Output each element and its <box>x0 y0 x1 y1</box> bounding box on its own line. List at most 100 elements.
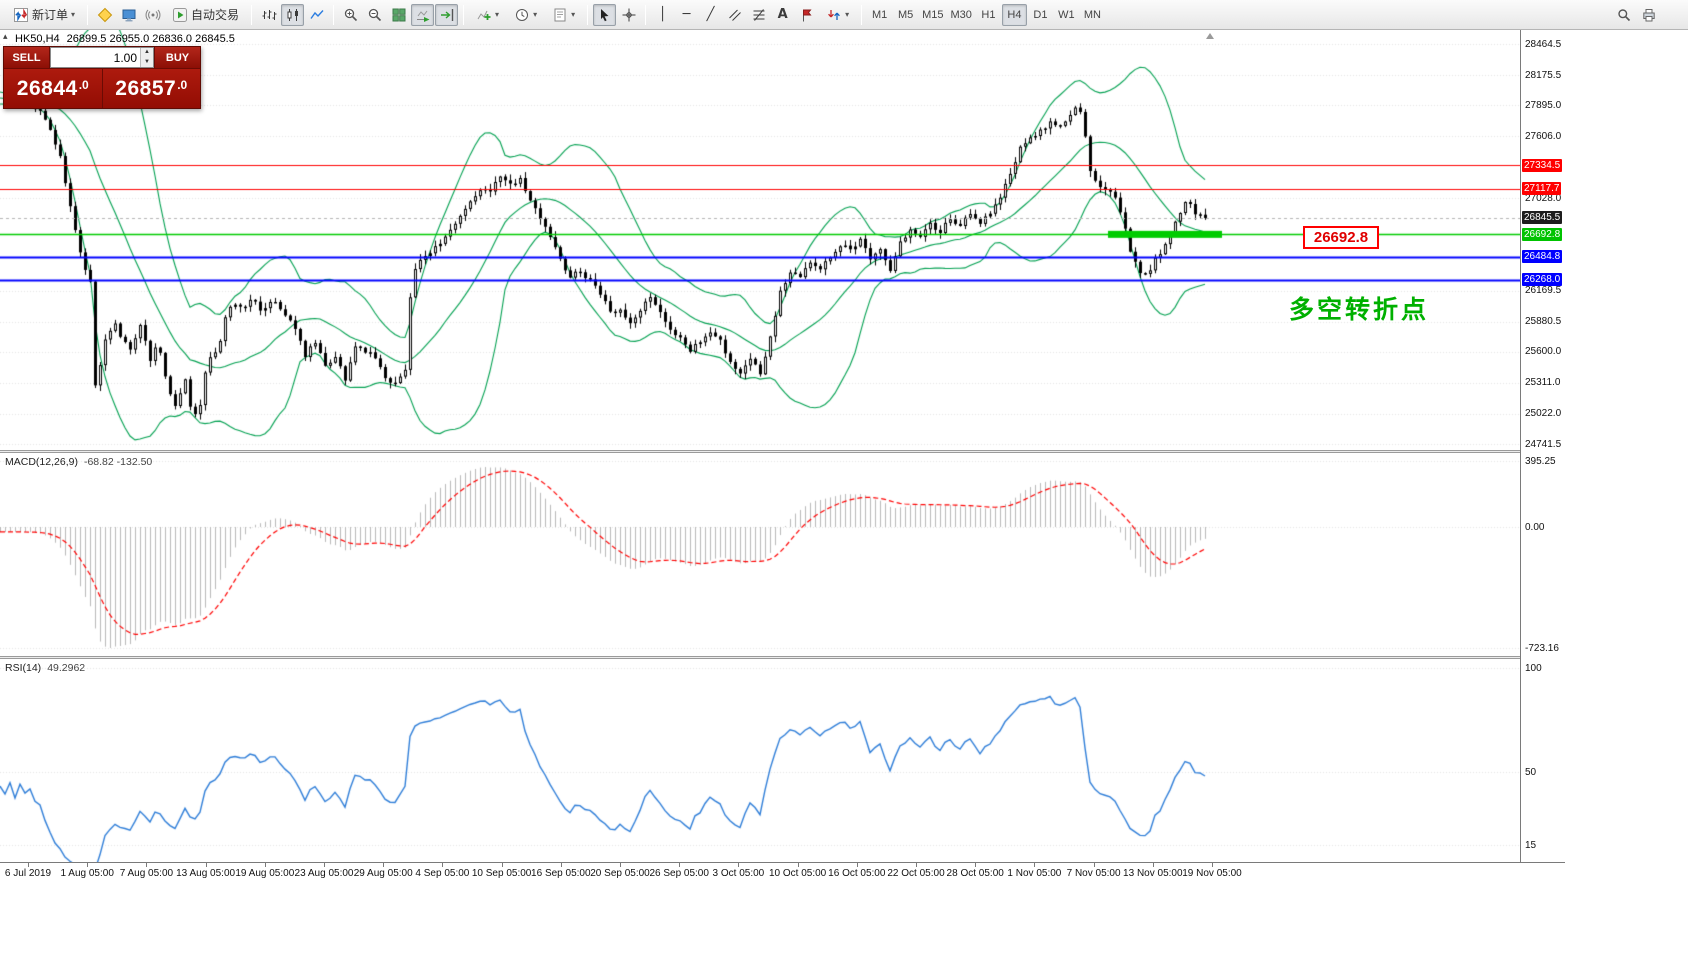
autotrading-label: 自动交易 <box>191 8 240 22</box>
print-button[interactable] <box>1637 4 1660 26</box>
timeframe-M1[interactable]: M1 <box>871 8 888 21</box>
volume-spinner: ▲ ▼ <box>140 48 153 67</box>
macd-panel-splitter[interactable] <box>0 450 1565 453</box>
date-label: 28 Oct 05:00 <box>946 868 1004 879</box>
timeframe-M15[interactable]: M15 <box>922 8 944 21</box>
sell-button[interactable]: SELL <box>4 47 50 68</box>
date-label: 1 Aug 05:00 <box>60 868 114 879</box>
buy-price-main: 26857 <box>115 76 177 100</box>
price-axis-label: 28464.5 <box>1525 38 1562 50</box>
candlestick-chart-button[interactable] <box>281 3 305 26</box>
timeframe-W1[interactable]: W1 <box>1058 8 1075 21</box>
templates-icon <box>554 8 566 21</box>
symbol-label: HK50,H4 <box>15 33 60 45</box>
rsi-axis-label: 50 <box>1525 766 1537 778</box>
zoom-out-icon <box>368 8 381 21</box>
chart-shift-button[interactable] <box>435 3 459 26</box>
date-label: 23 Aug 05:00 <box>294 868 354 879</box>
chart-shift-icon <box>440 8 453 21</box>
date-label: 19 Nov 05:00 <box>1182 868 1242 879</box>
date-label: 26 Sep 05:00 <box>649 868 709 879</box>
horizontal-line-button[interactable]: ─ <box>675 4 698 26</box>
date-tick <box>1152 863 1154 867</box>
crosshair-button[interactable] <box>617 4 640 26</box>
toolbar-separator <box>463 4 465 25</box>
date-label: 16 Oct 05:00 <box>828 868 886 879</box>
price-axis-label: 25880.5 <box>1525 316 1562 328</box>
timeframe-M30[interactable]: M30 <box>950 8 972 21</box>
tile-windows-icon <box>392 8 406 21</box>
chart-window: ▴ HK50,H4 26899.5 26955.0 26836.0 26845.5… <box>0 30 1565 882</box>
rsi-name: RSI(14) <box>5 662 42 674</box>
date-axis[interactable]: 6 Jul 2019 1 Aug 05:00 7 Aug 05:00 13 Aug 0… <box>0 862 1565 882</box>
tile-windows-button[interactable] <box>387 4 410 26</box>
label-button[interactable] <box>795 4 818 26</box>
trendline-button[interactable]: ╱ <box>699 4 722 26</box>
text-icon: A <box>777 7 788 22</box>
buy-button[interactable]: BUY <box>154 47 200 68</box>
timeframe-D1[interactable]: D1 <box>1033 8 1048 21</box>
date-tick <box>1093 863 1095 867</box>
vertical-line-button[interactable]: │ <box>651 4 674 26</box>
sell-price-main: 26844 <box>16 76 78 100</box>
date-tick <box>1034 863 1036 867</box>
zoom-in-button[interactable] <box>339 4 362 26</box>
volume-input[interactable] <box>51 48 153 67</box>
spin-up-icon[interactable]: ▲ <box>141 48 153 58</box>
templates-button[interactable]: ▾ <box>545 4 582 26</box>
date-tick <box>264 863 266 867</box>
metaeditor-button[interactable] <box>93 4 116 26</box>
terminal-button[interactable] <box>117 4 140 26</box>
zoom-out-button[interactable] <box>363 4 386 26</box>
toolbar-separator <box>861 4 863 25</box>
search-button[interactable] <box>1612 4 1635 26</box>
price-level-label: 26845.5 <box>1522 211 1563 225</box>
price-axis-label: 27028.0 <box>1525 192 1562 204</box>
autotrading-button[interactable]: 自动交易 <box>165 4 246 26</box>
date-label: 6 Jul 2019 <box>4 868 52 879</box>
arrow-objects-icon <box>828 9 840 20</box>
timeframe-H4[interactable]: H4 <box>1001 3 1027 26</box>
pivot-text-annotation[interactable]: 多空转折点 <box>1289 296 1430 324</box>
toolbar-separator <box>87 4 89 25</box>
fibonacci-button[interactable] <box>747 4 770 26</box>
channel-button[interactable] <box>723 4 746 26</box>
text-button[interactable]: A <box>771 4 794 26</box>
date-label: 10 Sep 05:00 <box>471 868 532 879</box>
line-chart-button[interactable] <box>305 4 328 26</box>
indicators-button[interactable]: ▾ <box>469 4 506 26</box>
periods-button[interactable]: ▾ <box>507 4 544 26</box>
one-click-collapse-icon[interactable]: ▴ <box>3 31 8 41</box>
new-order-button[interactable]: 新订单 ▾ <box>6 4 82 26</box>
new-order-icon <box>14 7 28 22</box>
buy-price[interactable]: 26857.0 <box>101 69 200 108</box>
spin-down-icon[interactable]: ▼ <box>141 57 153 67</box>
new-order-label: 新订单 <box>32 8 69 22</box>
date-tick <box>916 863 917 867</box>
timeframe-MN[interactable]: MN <box>1083 8 1101 21</box>
price-axis[interactable]: 28464.5 28175.5 27895.0 27606.0 27028.0 26169… <box>1520 30 1565 862</box>
date-tick <box>501 863 503 867</box>
signals-button[interactable] <box>141 4 164 26</box>
timeframe-H1[interactable]: H1 <box>981 8 996 21</box>
one-click-trading-panel: SELL ▲ ▼ BUY 26844.0 26857.0 <box>3 46 201 109</box>
pivot-price-box[interactable]: 26692.8 <box>1303 226 1379 249</box>
cursor-button[interactable] <box>593 3 617 26</box>
chart-canvas[interactable] <box>0 30 1520 862</box>
toolbar-separator <box>333 4 335 25</box>
arrows-button[interactable]: ▾ <box>819 4 856 26</box>
zoom-in-icon <box>344 8 357 21</box>
timeframe-M5[interactable]: M5 <box>897 8 914 21</box>
date-tick <box>856 863 858 867</box>
date-tick <box>797 863 799 867</box>
volume-box: ▲ ▼ <box>50 47 154 68</box>
rsi-panel-splitter[interactable] <box>0 656 1565 659</box>
chevron-down-icon: ▾ <box>71 9 76 19</box>
metaeditor-icon <box>97 7 112 22</box>
candlestick-chart-icon <box>287 8 298 21</box>
bar-chart-button[interactable] <box>257 4 280 26</box>
signals-icon <box>145 9 160 20</box>
sell-price[interactable]: 26844.0 <box>4 69 102 108</box>
auto-scroll-button[interactable] <box>411 3 435 26</box>
